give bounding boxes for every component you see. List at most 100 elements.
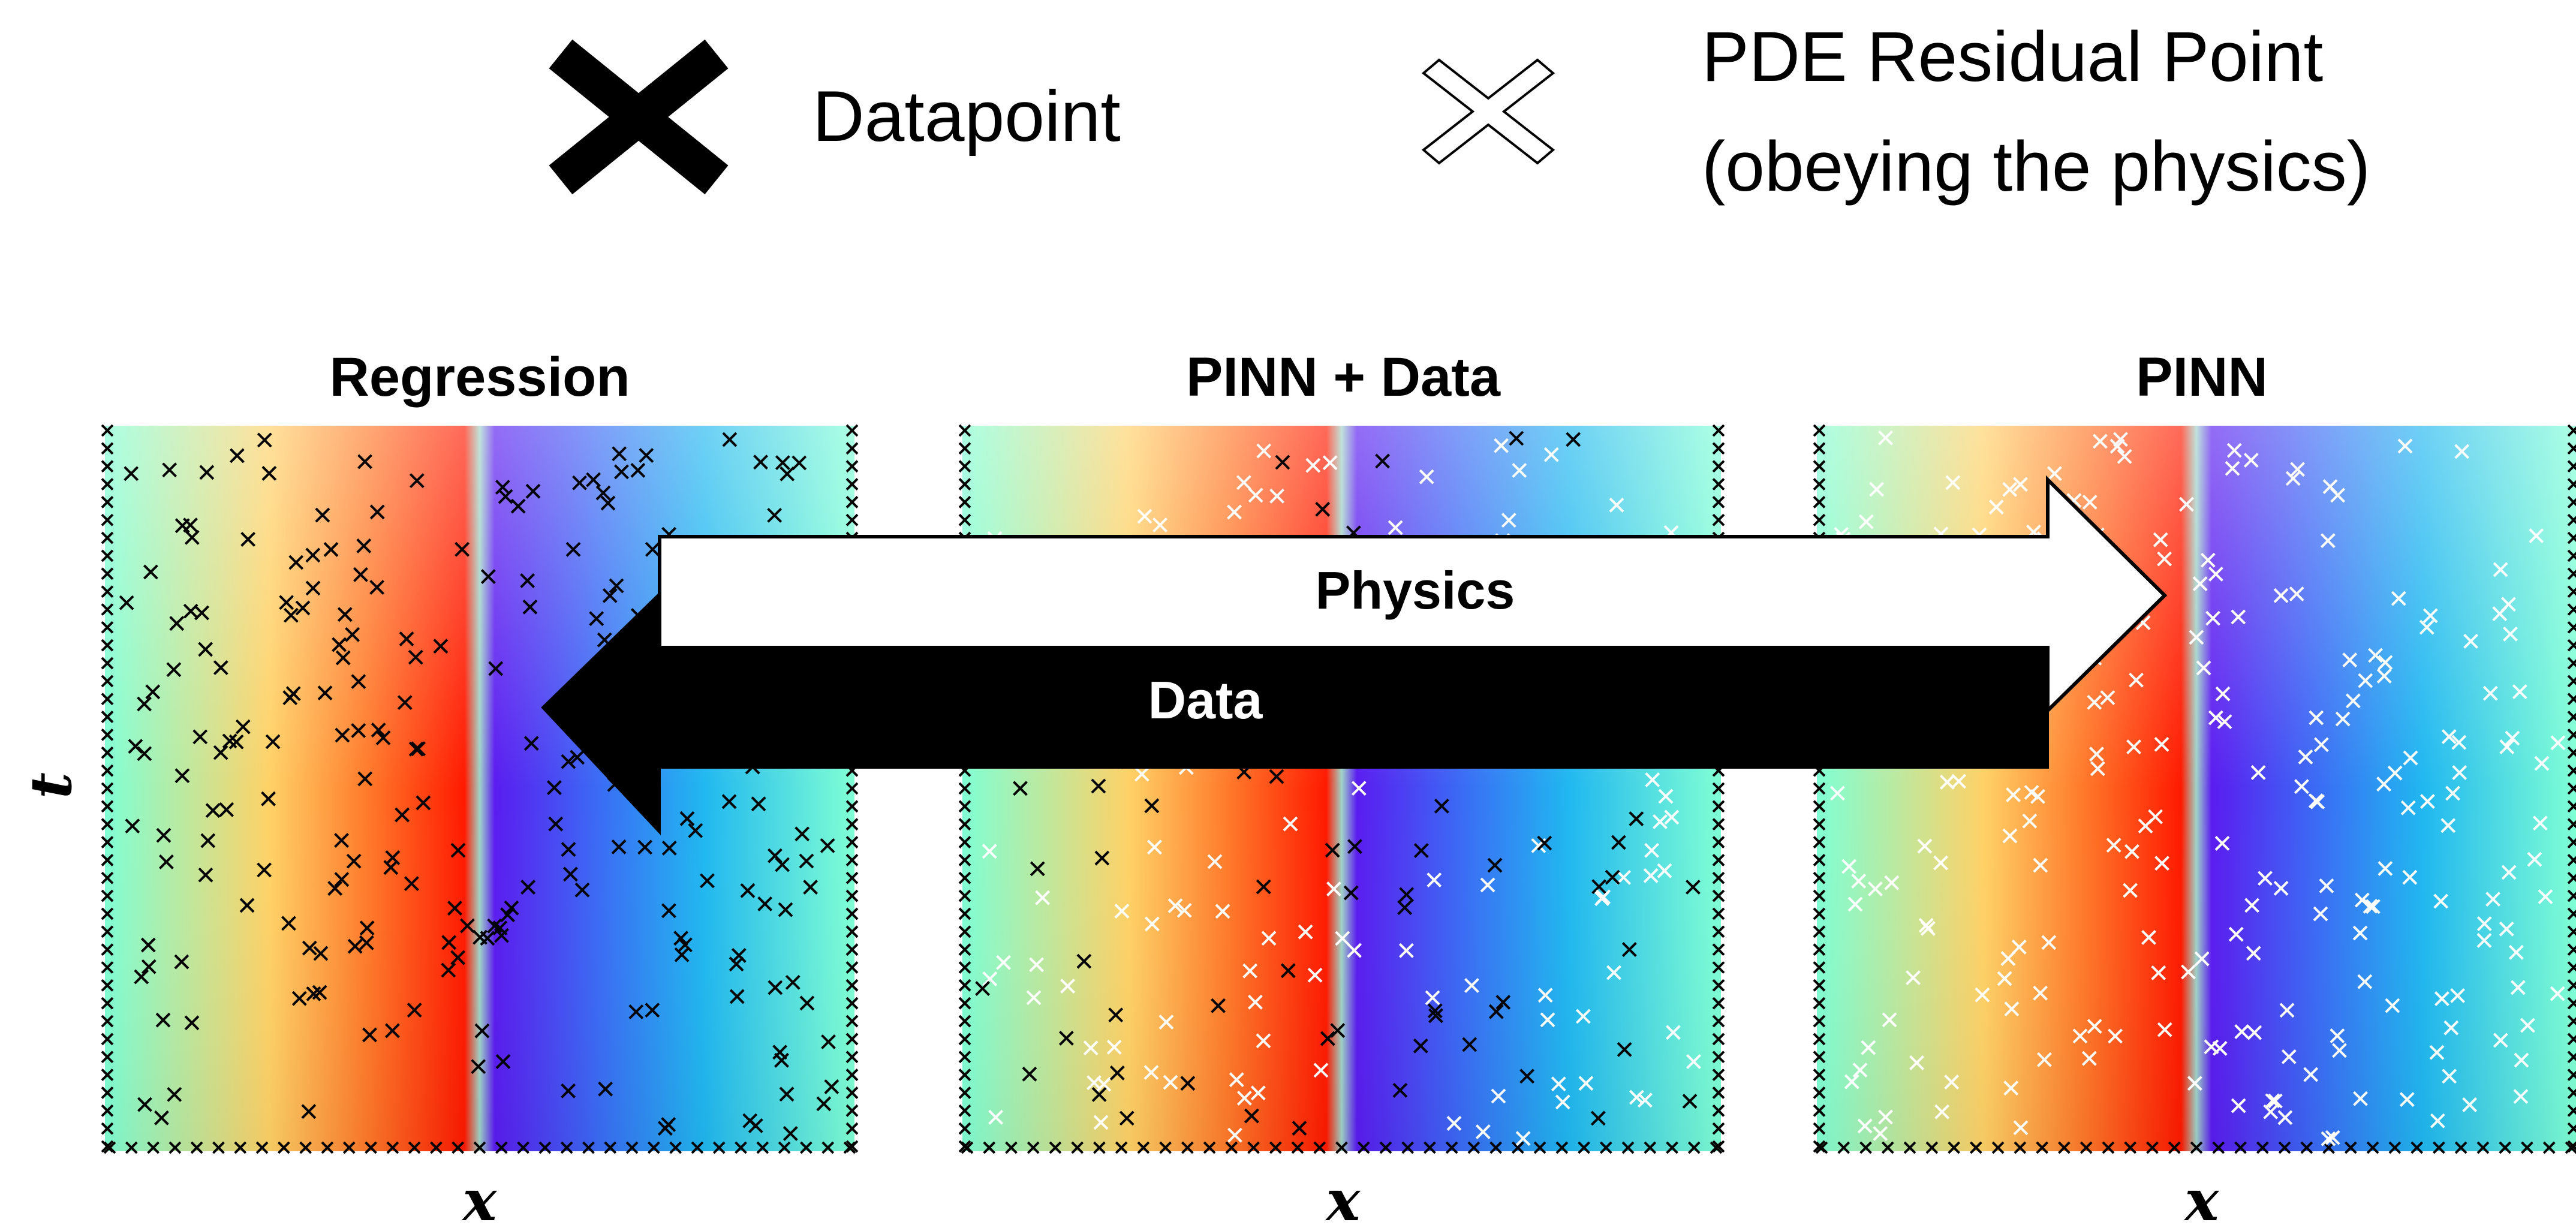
boundary-datapoint-marker bbox=[2567, 1015, 2576, 1028]
residual-point-marker bbox=[1645, 772, 1660, 787]
residual-point-marker bbox=[1256, 443, 1272, 459]
boundary-datapoint-marker bbox=[845, 997, 859, 1010]
datapoint-marker bbox=[1315, 501, 1331, 517]
datapoint-marker bbox=[1427, 1003, 1443, 1019]
datapoint-marker bbox=[192, 729, 208, 745]
residual-point-marker bbox=[1543, 447, 1559, 462]
residual-point-marker bbox=[1945, 475, 1961, 490]
datapoint-marker bbox=[729, 989, 745, 1004]
boundary-datapoint-marker bbox=[2567, 1086, 2576, 1099]
datapoint-marker bbox=[645, 1003, 660, 1018]
residual-point-marker bbox=[2508, 944, 2524, 960]
datapoint-marker bbox=[1462, 1037, 1477, 1052]
boundary-datapoint-marker bbox=[299, 1141, 312, 1154]
boundary-datapoint-marker bbox=[756, 1141, 769, 1154]
boundary-datapoint-marker bbox=[961, 1141, 974, 1154]
residual-point-marker bbox=[2087, 694, 2102, 710]
boundary-datapoint-marker bbox=[101, 782, 114, 795]
boundary-datapoint-marker bbox=[845, 943, 859, 956]
datapoint-marker bbox=[335, 650, 351, 666]
datapoint-marker bbox=[630, 463, 646, 478]
boundary-datapoint-marker bbox=[101, 853, 114, 866]
residual-point-marker bbox=[1083, 1040, 1099, 1056]
residual-point-marker bbox=[2378, 861, 2393, 876]
residual-point-marker bbox=[2082, 495, 2097, 510]
datapoint-marker bbox=[235, 719, 251, 735]
datapoint-marker bbox=[1487, 857, 1503, 873]
datapoint-marker bbox=[792, 455, 807, 471]
boundary-datapoint-marker bbox=[1948, 1141, 1961, 1154]
datapoint-marker bbox=[200, 833, 216, 848]
boundary-datapoint-marker bbox=[2567, 1104, 2576, 1117]
datapoint-marker bbox=[327, 881, 343, 896]
datapoint-marker bbox=[1109, 1066, 1125, 1080]
datapoint-marker bbox=[219, 802, 234, 817]
datapoint-marker bbox=[305, 547, 321, 563]
datapoint-marker bbox=[975, 981, 990, 996]
boundary-datapoint-marker bbox=[845, 1069, 859, 1082]
residual-point-marker bbox=[1035, 890, 1051, 905]
boundary-datapoint-marker bbox=[1578, 1141, 1591, 1154]
residual-point-marker bbox=[1861, 1040, 1876, 1055]
datapoint-marker bbox=[1013, 781, 1028, 796]
boundary-datapoint-marker bbox=[958, 871, 971, 884]
boundary-datapoint-marker bbox=[1712, 961, 1725, 974]
residual-point-marker bbox=[2441, 729, 2457, 744]
residual-point-marker bbox=[2308, 793, 2324, 808]
residual-point-marker bbox=[1269, 488, 1285, 504]
boundary-datapoint-marker bbox=[2567, 567, 2576, 580]
residual-point-marker bbox=[1137, 508, 1152, 524]
residual-point-marker bbox=[1176, 902, 1192, 918]
residual-point-marker bbox=[2512, 684, 2527, 700]
residual-point-marker bbox=[1248, 487, 1263, 503]
datapoint-marker bbox=[213, 660, 228, 675]
residual-point-marker bbox=[2243, 453, 2259, 468]
residual-point-marker bbox=[1163, 1075, 1178, 1090]
datapoint-marker bbox=[369, 504, 385, 520]
residual-point-marker bbox=[2277, 1110, 2293, 1125]
boundary-datapoint-marker bbox=[147, 1141, 160, 1154]
boundary-datapoint-marker bbox=[1599, 1141, 1612, 1154]
boundary-datapoint-marker bbox=[1511, 1141, 1524, 1154]
datapoint-marker bbox=[143, 564, 158, 580]
residual-point-marker bbox=[2529, 528, 2544, 543]
datapoint-marker bbox=[351, 674, 366, 690]
residual-point-marker bbox=[1158, 1015, 1174, 1030]
datapoint-marker bbox=[473, 929, 487, 945]
residual-point-marker bbox=[1501, 513, 1516, 528]
boundary-datapoint-marker bbox=[1291, 1141, 1304, 1154]
boundary-datapoint-marker bbox=[2567, 675, 2576, 688]
datapoint-marker bbox=[124, 466, 139, 481]
datapoint-marker bbox=[174, 768, 190, 784]
boundary-datapoint-marker bbox=[845, 1086, 859, 1099]
residual-point-marker bbox=[2231, 609, 2246, 625]
boundary-datapoint-marker bbox=[1489, 1141, 1503, 1154]
datapoint-marker bbox=[1076, 953, 1092, 969]
datapoint-marker bbox=[1275, 455, 1290, 470]
boundary-datapoint-marker bbox=[582, 1141, 595, 1154]
boundary-datapoint-marker bbox=[845, 424, 859, 437]
residual-point-marker bbox=[2004, 1001, 2020, 1017]
residual-point-marker bbox=[2006, 787, 2021, 802]
panel-title-pinn-data: PINN + Data bbox=[1186, 347, 1501, 408]
boundary-datapoint-marker bbox=[103, 1141, 116, 1154]
residual-point-marker bbox=[2215, 686, 2231, 702]
residual-point-marker bbox=[2081, 1051, 2097, 1066]
datapoint-marker bbox=[450, 842, 466, 858]
datapoint-marker bbox=[522, 599, 538, 615]
residual-point-marker bbox=[2290, 462, 2306, 477]
residual-point-marker bbox=[2244, 898, 2259, 913]
boundary-datapoint-marker bbox=[958, 1086, 971, 1099]
datapoint-marker bbox=[359, 935, 374, 950]
residual-point-marker bbox=[1399, 943, 1414, 958]
datapoint-marker bbox=[598, 1081, 613, 1097]
residual-point-marker bbox=[2247, 1025, 2262, 1040]
boundary-datapoint-marker bbox=[1712, 889, 1725, 902]
boundary-datapoint-marker bbox=[845, 442, 859, 455]
boundary-datapoint-marker bbox=[958, 943, 971, 956]
datapoint-marker bbox=[174, 954, 189, 970]
residual-point-marker bbox=[1653, 814, 1668, 829]
boundary-datapoint-marker bbox=[1813, 818, 1826, 831]
datapoint-marker bbox=[119, 595, 134, 610]
